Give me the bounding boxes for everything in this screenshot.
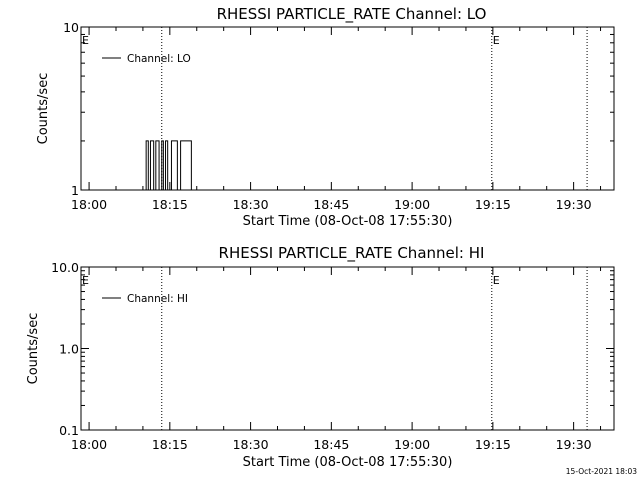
hi-chart-title: RHESSI PARTICLE_RATE Channel: HI xyxy=(219,244,485,263)
hi-x-tick-label: 19:30 xyxy=(556,437,592,452)
lo-y-tick-label: 1 xyxy=(71,183,79,198)
lo-y-tick-label: 10 xyxy=(63,20,79,35)
lo-x-tick-label: 19:30 xyxy=(556,197,592,212)
hi-x-tick-label: 19:15 xyxy=(475,437,511,452)
lo-x-tick-label: 18:00 xyxy=(71,197,107,212)
lo-x-tick-label: 18:45 xyxy=(313,197,349,212)
lo-x-axis-label: Start Time (08-Oct-08 17:55:30) xyxy=(243,214,453,229)
hi-y-tick-label: 1.0 xyxy=(59,342,79,357)
lo-event-marker: E xyxy=(82,34,89,47)
hi-x-tick-label: 18:45 xyxy=(313,437,349,452)
hi-channel-panel: RHESSI PARTICLE_RATE Channel: HI 18:00 18:… xyxy=(26,244,615,470)
hi-y-tick-label: 0.1 xyxy=(59,423,79,438)
hi-x-tick-label: 18:30 xyxy=(233,437,269,452)
lo-chart-title: RHESSI PARTICLE_RATE Channel: LO xyxy=(217,5,487,24)
hi-y-tick-label: 10.0 xyxy=(51,260,79,275)
hi-y-axis-label: Counts/sec xyxy=(26,313,41,385)
lo-x-tick-label: 19:00 xyxy=(394,197,430,212)
lo-channel-panel: RHESSI PARTICLE_RATE Channel: LO 18:00 18:… xyxy=(36,5,615,229)
footer-timestamp: 15-Oct-2021 18:03 xyxy=(566,467,637,476)
lo-y-axis-label: Counts/sec xyxy=(36,73,51,145)
lo-x-tick-label: 18:30 xyxy=(233,197,269,212)
hi-x-tick-label: 18:00 xyxy=(71,437,107,452)
hi-plot-frame xyxy=(80,266,615,431)
lo-plot-frame xyxy=(80,26,615,191)
lo-legend-label: Channel: LO xyxy=(127,53,191,65)
lo-x-tick-label: 19:15 xyxy=(475,197,511,212)
lo-series-line xyxy=(89,140,211,191)
hi-x-tick-label: 18:15 xyxy=(152,437,188,452)
hi-x-tick-label: 19:00 xyxy=(394,437,430,452)
hi-event-marker: E xyxy=(82,274,89,287)
hi-event-marker: E xyxy=(493,274,500,287)
hi-x-axis-label: Start Time (08-Oct-08 17:55:30) xyxy=(243,455,453,470)
lo-event-marker: E xyxy=(493,34,500,47)
hi-legend-label: Channel: HI xyxy=(127,293,188,305)
lo-x-tick-label: 18:15 xyxy=(152,197,188,212)
